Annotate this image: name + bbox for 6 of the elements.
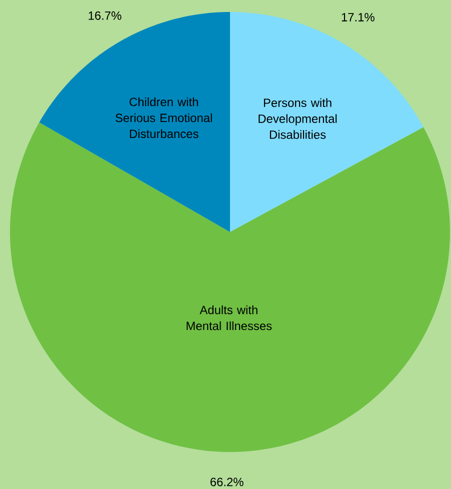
slice-label: Children with Serious Emotional Disturbances: [116, 97, 212, 138]
data-label: 66.2%: [210, 478, 244, 486]
slice-label: Adults with Mental Illnesses: [186, 305, 272, 330]
data-label: 17.1%: [342, 13, 374, 22]
data-label: 16.7%: [88, 11, 122, 20]
slice-label: Persons with Developmental Disabilities: [258, 98, 337, 139]
